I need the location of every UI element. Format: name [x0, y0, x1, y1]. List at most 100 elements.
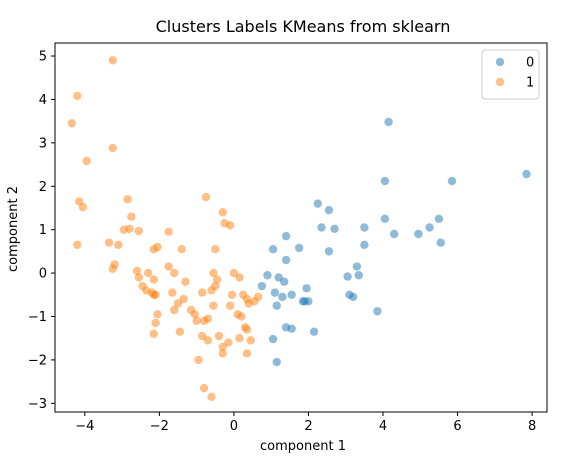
- data-point-cluster-0: [380, 214, 390, 224]
- data-point-cluster-1: [190, 310, 199, 319]
- data-point-cluster-1: [201, 192, 211, 202]
- chart-title: Clusters Labels KMeans from sklearn: [156, 17, 451, 36]
- data-point-cluster-1: [151, 290, 160, 299]
- data-point-cluster-1: [203, 336, 213, 345]
- x-tick-label: 6: [453, 419, 461, 434]
- data-point-cluster-1: [123, 195, 132, 204]
- y-tick-label: 5: [39, 50, 47, 65]
- data-point-cluster-1: [199, 383, 209, 393]
- data-point-cluster-1: [170, 305, 179, 315]
- legend-label-1: 1: [526, 76, 534, 91]
- data-point-cluster-1: [214, 331, 224, 341]
- data-point-cluster-0: [343, 272, 352, 281]
- data-point-cluster-1: [209, 268, 218, 278]
- data-point-cluster-1: [237, 312, 246, 321]
- data-point-cluster-0: [324, 205, 334, 215]
- legend-marker-0: [495, 57, 505, 67]
- data-point-cluster-0: [263, 271, 272, 280]
- data-point-cluster-1: [164, 227, 173, 237]
- data-point-cluster-1: [153, 310, 162, 319]
- x-axis: −4 −2 0 2 4 6 8: [75, 412, 536, 434]
- data-point-cluster-0: [272, 301, 281, 310]
- x-tick-label: −2: [150, 419, 169, 434]
- data-point-cluster-0: [287, 290, 296, 299]
- data-point-cluster-0: [360, 223, 369, 232]
- data-point-cluster-1: [218, 208, 227, 217]
- data-point-cluster-1: [143, 268, 153, 278]
- data-point-cluster-1: [225, 221, 235, 230]
- data-point-cluster-0: [272, 357, 281, 367]
- data-point-cluster-0: [281, 255, 291, 265]
- data-point-cluster-0: [354, 271, 363, 280]
- y-tick-label: −2: [28, 353, 47, 368]
- data-point-cluster-1: [235, 273, 244, 282]
- data-point-cluster-1: [170, 268, 179, 278]
- data-point-cluster-0: [281, 231, 291, 241]
- data-point-cluster-0: [313, 199, 322, 208]
- data-point-cluster-0: [389, 229, 399, 239]
- points-layer: [67, 56, 531, 402]
- data-point-cluster-0: [294, 243, 304, 253]
- data-point-cluster-1: [198, 288, 207, 297]
- y-tick-label: −1: [28, 310, 47, 325]
- data-point-cluster-1: [108, 264, 117, 273]
- data-point-cluster-0: [309, 327, 319, 336]
- data-point-cluster-0: [414, 229, 423, 239]
- data-point-cluster-0: [360, 240, 369, 250]
- data-point-cluster-1: [211, 245, 220, 254]
- data-point-cluster-1: [179, 294, 188, 304]
- data-point-cluster-0: [425, 223, 434, 232]
- data-point-cluster-0: [373, 307, 382, 316]
- data-point-cluster-0: [257, 281, 267, 291]
- data-point-cluster-0: [324, 247, 334, 256]
- data-point-cluster-0: [268, 245, 278, 254]
- data-point-cluster-0: [352, 262, 362, 271]
- x-tick-label: 8: [528, 419, 536, 434]
- data-point-cluster-1: [114, 240, 123, 250]
- data-point-cluster-0: [287, 324, 296, 333]
- data-point-cluster-1: [108, 56, 117, 65]
- data-point-cluster-0: [278, 292, 287, 302]
- y-tick-label: 0: [39, 267, 47, 282]
- data-point-cluster-1: [153, 242, 162, 252]
- data-point-cluster-1: [125, 224, 134, 233]
- data-point-cluster-1: [82, 156, 91, 166]
- data-point-cluster-1: [235, 334, 244, 343]
- data-point-cluster-1: [164, 262, 173, 271]
- data-point-cluster-1: [224, 338, 233, 347]
- data-point-cluster-1: [242, 325, 252, 334]
- data-point-cluster-1: [149, 275, 158, 284]
- y-axis: −3 −2 −1 0 1 2 3 4 5: [28, 50, 55, 412]
- data-point-cluster-1: [73, 91, 82, 101]
- y-tick-label: 3: [39, 136, 47, 151]
- data-point-cluster-1: [134, 273, 144, 282]
- data-point-cluster-0: [348, 292, 358, 302]
- data-point-cluster-1: [192, 316, 201, 326]
- y-tick-label: 1: [39, 223, 47, 238]
- data-point-cluster-1: [151, 318, 160, 328]
- data-point-cluster-1: [227, 290, 237, 299]
- y-tick-label: 2: [39, 180, 47, 195]
- data-point-cluster-1: [242, 349, 252, 358]
- legend-marker-1: [495, 77, 505, 87]
- legend-label-0: 0: [526, 56, 534, 71]
- y-tick-label: 4: [39, 93, 47, 108]
- data-point-cluster-1: [203, 314, 213, 323]
- data-point-cluster-1: [149, 329, 158, 339]
- x-tick-label: 0: [230, 419, 238, 434]
- data-point-cluster-1: [212, 275, 222, 284]
- data-point-cluster-0: [330, 224, 339, 233]
- data-point-cluster-0: [384, 117, 393, 127]
- x-tick-label: 4: [379, 419, 387, 434]
- data-point-cluster-1: [104, 238, 114, 247]
- y-tick-label: −3: [28, 397, 47, 412]
- legend: 01: [481, 49, 540, 100]
- data-point-cluster-1: [67, 119, 76, 128]
- data-point-cluster-0: [268, 334, 278, 344]
- data-point-cluster-0: [270, 288, 280, 297]
- data-point-cluster-1: [127, 212, 136, 221]
- data-point-cluster-1: [211, 281, 220, 291]
- data-point-cluster-0: [522, 169, 531, 179]
